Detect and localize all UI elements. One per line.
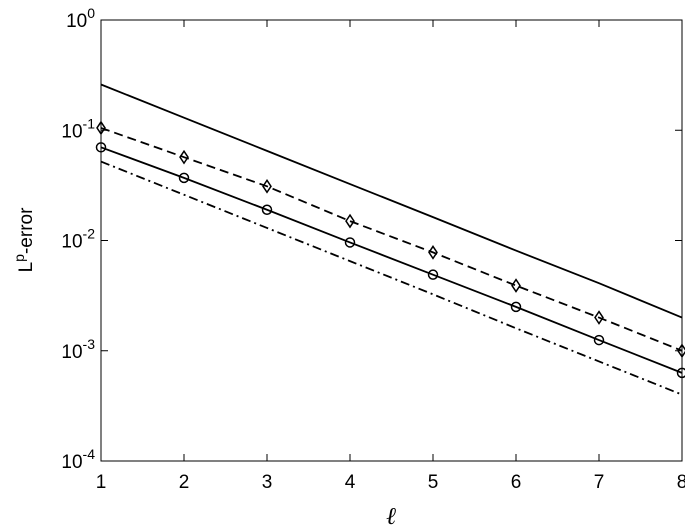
y-tick-label: 10-4 — [61, 446, 95, 473]
x-tick-label: 4 — [345, 472, 356, 493]
plot-frame — [100, 19, 683, 462]
y-label-part: -error — [16, 207, 37, 254]
marker — [428, 245, 438, 260]
marker — [511, 278, 521, 293]
x-axis-label: ℓ — [386, 502, 396, 530]
x-tick-label: 8 — [677, 472, 685, 493]
marker — [262, 178, 272, 194]
marker — [676, 367, 685, 379]
marker — [593, 334, 605, 346]
y-tick-base: 10 — [61, 342, 82, 363]
marker — [96, 120, 106, 136]
marker — [179, 149, 189, 165]
y-tick-base: 10 — [66, 11, 87, 32]
y-tick-label: 10-1 — [61, 115, 95, 142]
y-tick-exp: -1 — [83, 115, 96, 131]
y-tick-exp: -4 — [83, 446, 96, 462]
series-line — [100, 127, 683, 352]
x-tick-label: 3 — [262, 472, 273, 493]
x-tick-label: 6 — [511, 472, 522, 493]
y-tick-label: 100 — [66, 5, 95, 32]
x-tick-label: 2 — [179, 472, 190, 493]
y-tick-label: 10-3 — [61, 336, 95, 363]
x-tick-label: 5 — [428, 472, 439, 493]
marker — [345, 213, 355, 229]
x-tick-label: 7 — [594, 472, 605, 493]
marker — [427, 269, 439, 280]
series-line — [100, 83, 683, 319]
marker — [510, 301, 522, 313]
y-tick-exp: -2 — [83, 226, 96, 242]
y-axis-label: Lp-error — [11, 207, 37, 272]
marker — [95, 142, 107, 153]
series-line — [100, 146, 683, 374]
marker — [261, 204, 273, 216]
x-tick-label: 1 — [96, 472, 107, 493]
marker — [594, 310, 604, 325]
y-tick-base: 10 — [61, 121, 82, 142]
y-tick-base: 10 — [61, 452, 82, 473]
marker — [344, 237, 356, 248]
y-tick-label: 10-2 — [61, 226, 95, 253]
y-tick-exp: 0 — [87, 5, 95, 21]
series-line — [100, 160, 683, 396]
marker — [178, 172, 190, 184]
y-label-part: L — [16, 262, 37, 273]
y-label-sup: p — [11, 254, 27, 262]
y-tick-base: 10 — [61, 232, 82, 253]
y-tick-exp: -3 — [83, 336, 96, 352]
